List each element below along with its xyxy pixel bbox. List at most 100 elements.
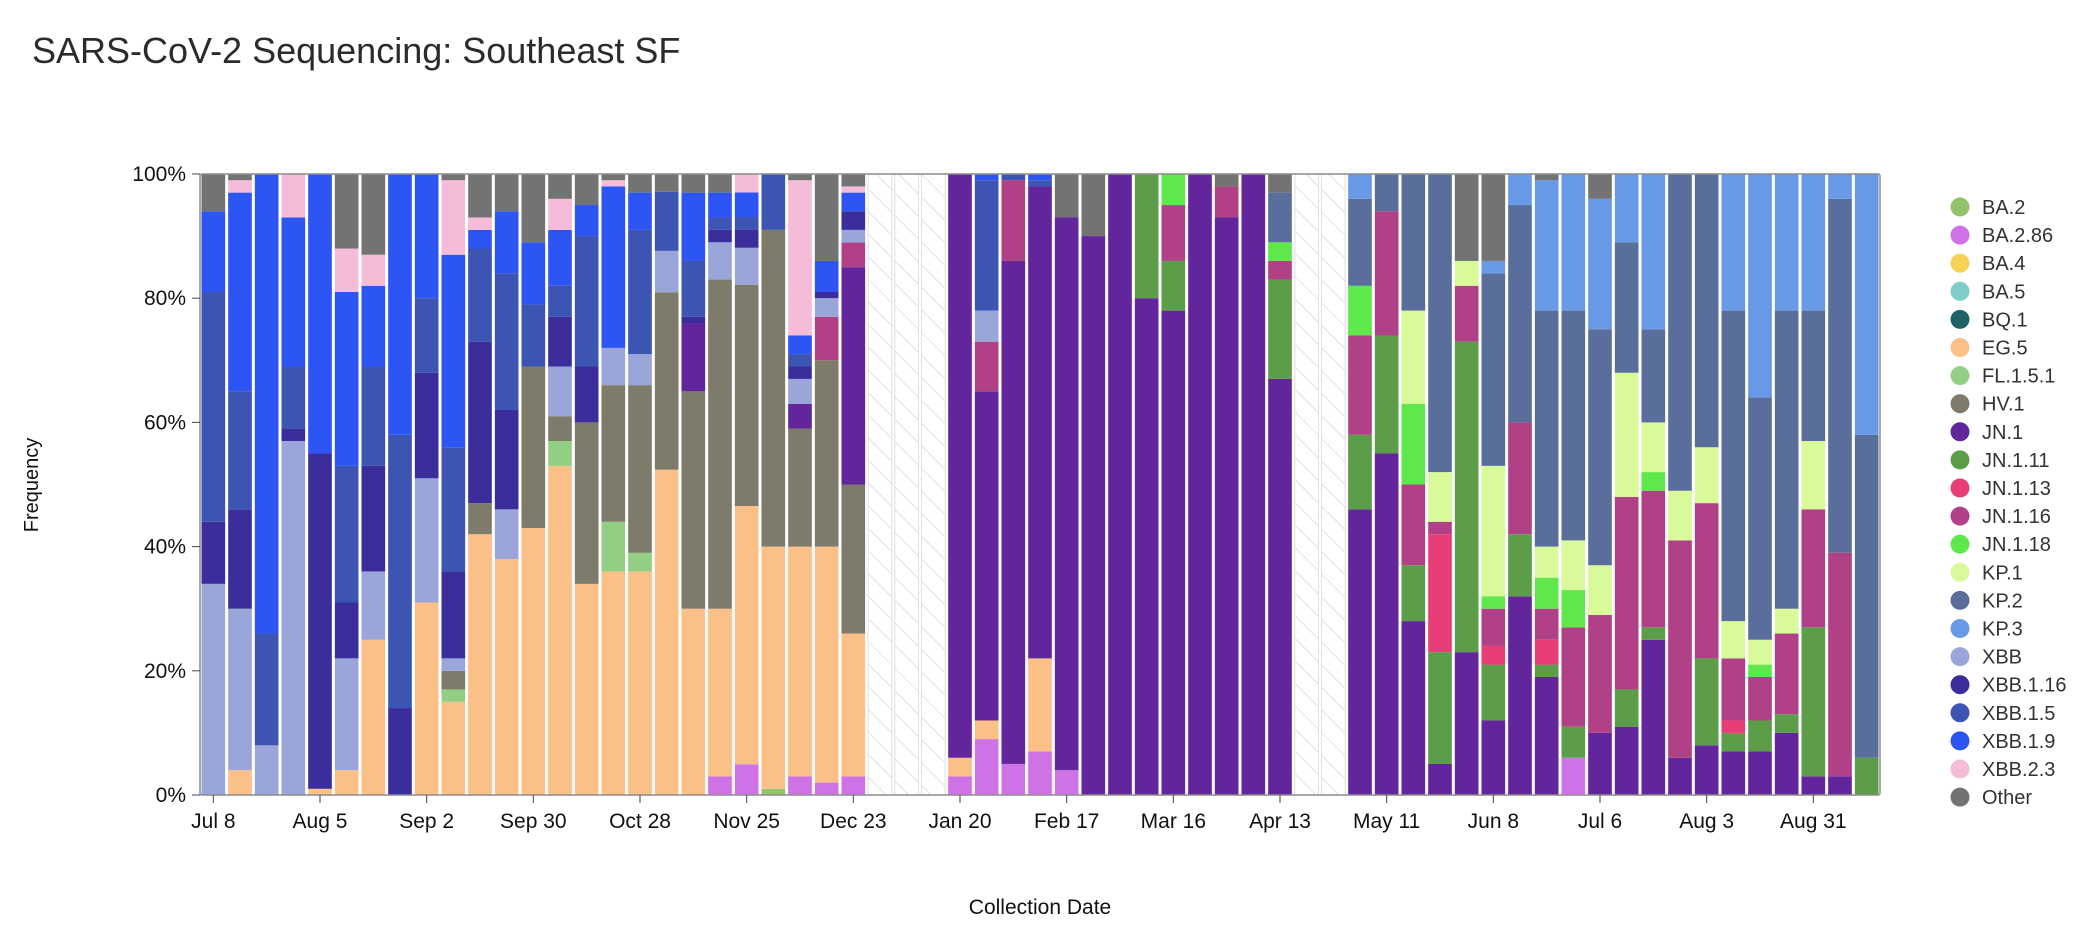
bar-segment-xbb-1-16[interactable] (468, 341, 492, 504)
bar-segment-xbb-1-9[interactable] (681, 192, 706, 261)
bar-segment-hv-1[interactable] (521, 366, 546, 528)
bar-segment-kp-1[interactable] (1401, 310, 1426, 404)
bar-segment-jn-1-16[interactable] (1508, 422, 1532, 535)
bar-segment-kp-3[interactable] (1561, 174, 1586, 311)
bar-segment-xbb-1-9[interactable] (361, 285, 386, 367)
bar-segment-jn-1-13[interactable] (1721, 720, 1746, 733)
bar-segment-kp-3[interactable] (1348, 174, 1372, 199)
bar-segment-xbb-1-9[interactable] (388, 174, 412, 435)
legend-label-eg-5[interactable]: EG.5 (1982, 338, 2028, 360)
bar-segment-eg-5[interactable] (788, 546, 812, 777)
bar-segment-kp-1[interactable] (1694, 447, 1719, 504)
bar-segment-jn-1-16[interactable] (1374, 211, 1399, 336)
bar-segment-other[interactable] (654, 174, 679, 192)
bar-segment-eg-5[interactable] (761, 546, 786, 789)
bar-segment-jn-1[interactable] (1454, 652, 1479, 795)
bar-segment-kp-2[interactable] (1268, 192, 1292, 243)
bar-segment-kp-1[interactable] (1481, 465, 1506, 597)
bar-segment-kp-3[interactable] (1641, 174, 1666, 330)
bar-segment-jn-1[interactable] (841, 267, 866, 485)
bar-segment-jn-1-13[interactable] (1428, 534, 1452, 653)
bar-segment-ba-2-86[interactable] (974, 739, 999, 795)
bar-segment-xbb-2-3[interactable] (228, 180, 252, 193)
bar-segment-jn-1[interactable] (1054, 217, 1079, 771)
legend-label-xbb[interactable]: XBB (1982, 647, 2022, 669)
bar-segment-jn-1-16[interactable] (1641, 490, 1666, 628)
bar-segment-eg-5[interactable] (441, 701, 466, 795)
bar-segment-jn-1-11[interactable] (1801, 627, 1826, 777)
bar-segment-xbb-2-3[interactable] (361, 254, 386, 286)
bar-segment-kp-3[interactable] (1828, 174, 1852, 199)
bar-segment-kp-2[interactable] (1801, 310, 1826, 442)
bar-segment-xbb-1-5[interactable] (468, 248, 492, 342)
bar-segment-eg-5[interactable] (948, 757, 972, 777)
bar-segment-hv-1[interactable] (628, 385, 652, 553)
bar-segment-xbb-1-9[interactable] (228, 192, 252, 392)
bar-segment-xbb-1-5[interactable] (654, 191, 679, 251)
bar-segment-jn-1-11[interactable] (1508, 534, 1532, 597)
bar-segment-xbb-1-9[interactable] (841, 192, 866, 212)
bar-segment-jn-1-16[interactable] (1401, 484, 1426, 566)
bar-segment-xbb-2-3[interactable] (548, 198, 572, 230)
bar-segment-fl-1-5-1[interactable] (628, 552, 652, 572)
bar-segment-jn-1-11[interactable] (1374, 335, 1399, 454)
bar-segment-xbb[interactable] (841, 229, 866, 243)
bar-segment-xbb-1-5[interactable] (548, 285, 572, 317)
bar-segment-jn-1-11[interactable] (1268, 279, 1292, 379)
bar-segment-other[interactable] (574, 174, 599, 206)
bar-segment-hv-1[interactable] (841, 484, 866, 634)
bar-segment-eg-5[interactable] (734, 506, 759, 765)
bar-segment-jn-1-16[interactable] (1668, 540, 1692, 758)
bar-segment-kp-1[interactable] (1721, 621, 1746, 659)
bar-segment-other[interactable] (628, 174, 652, 193)
bar-segment-jn-1[interactable] (974, 391, 999, 721)
bar-segment-eg-5[interactable] (601, 571, 626, 795)
legend-swatch-bq-1[interactable] (1950, 309, 1970, 329)
bar-segment-jn-1[interactable] (1614, 726, 1639, 795)
bar-segment-jn-1-11[interactable] (1454, 341, 1479, 653)
bar-segment-jn-1[interactable] (681, 323, 706, 392)
legend-swatch-xbb-1-5[interactable] (1950, 703, 1970, 723)
bar-segment-jn-1-11[interactable] (1561, 726, 1586, 758)
bar-segment-hv-1[interactable] (548, 416, 572, 442)
bar-segment-ba-2-86[interactable] (1028, 751, 1052, 795)
bar-segment-xbb-2-3[interactable] (788, 180, 812, 336)
bar-segment-jn-1-16[interactable] (841, 242, 866, 268)
bar-segment-xbb-1-16[interactable] (681, 316, 706, 324)
bar-segment-other[interactable] (814, 174, 839, 261)
bar-segment-eg-5[interactable] (654, 469, 679, 795)
bar-segment-ba-2-86[interactable] (708, 776, 732, 795)
bar-segment-xbb-1-5[interactable] (441, 447, 466, 572)
bar-segment-jn-1[interactable] (1348, 509, 1372, 795)
bar-segment-jn-1-11[interactable] (1721, 732, 1746, 752)
bar-segment-xbb-1-9[interactable] (468, 229, 492, 249)
bar-segment-jn-1[interactable] (1774, 732, 1799, 795)
legend-label-ba-5[interactable]: BA.5 (1982, 281, 2025, 303)
legend-label-jn-1-16[interactable]: JN.1.16 (1982, 506, 2051, 528)
bar-segment-jn-1-16[interactable] (1001, 180, 1026, 261)
bar-segment-jn-1[interactable] (1001, 260, 1026, 764)
bar-segment-kp-2[interactable] (1588, 329, 1612, 566)
legend-label-fl-1-5-1[interactable]: FL.1.5.1 (1982, 366, 2055, 388)
bar-segment-kp-2[interactable] (1614, 242, 1639, 373)
bar-segment-jn-1-16[interactable] (1801, 509, 1826, 628)
bar-segment-jn-1[interactable] (1134, 298, 1159, 795)
bar-segment-jn-1-16[interactable] (1588, 614, 1612, 733)
legend-swatch-kp-1[interactable] (1950, 562, 1970, 582)
bar-segment-jn-1[interactable] (1374, 453, 1399, 795)
legend-swatch-xbb-1-16[interactable] (1950, 675, 1970, 695)
bar-segment-xbb-1-9[interactable] (494, 211, 519, 274)
bar-segment-kp-3[interactable] (1801, 174, 1826, 311)
legend-label-bq-1[interactable]: BQ.1 (1982, 309, 2028, 331)
bar-segment-other[interactable] (708, 174, 732, 193)
bar-segment-jn-1-18[interactable] (1561, 590, 1586, 628)
bar-segment-xbb-2-3[interactable] (334, 248, 359, 292)
bar-segment-eg-5[interactable] (628, 571, 652, 795)
bar-segment-jn-1-11[interactable] (1694, 658, 1719, 746)
bar-segment-eg-5[interactable] (841, 633, 866, 777)
bar-segment-xbb-1-16[interactable] (548, 316, 572, 367)
bar-segment-kp-3[interactable] (1481, 260, 1506, 274)
bar-segment-kp-2[interactable] (1428, 174, 1452, 473)
bar-segment-xbb[interactable] (628, 354, 652, 386)
bar-segment-xbb-1-16[interactable] (388, 708, 412, 795)
